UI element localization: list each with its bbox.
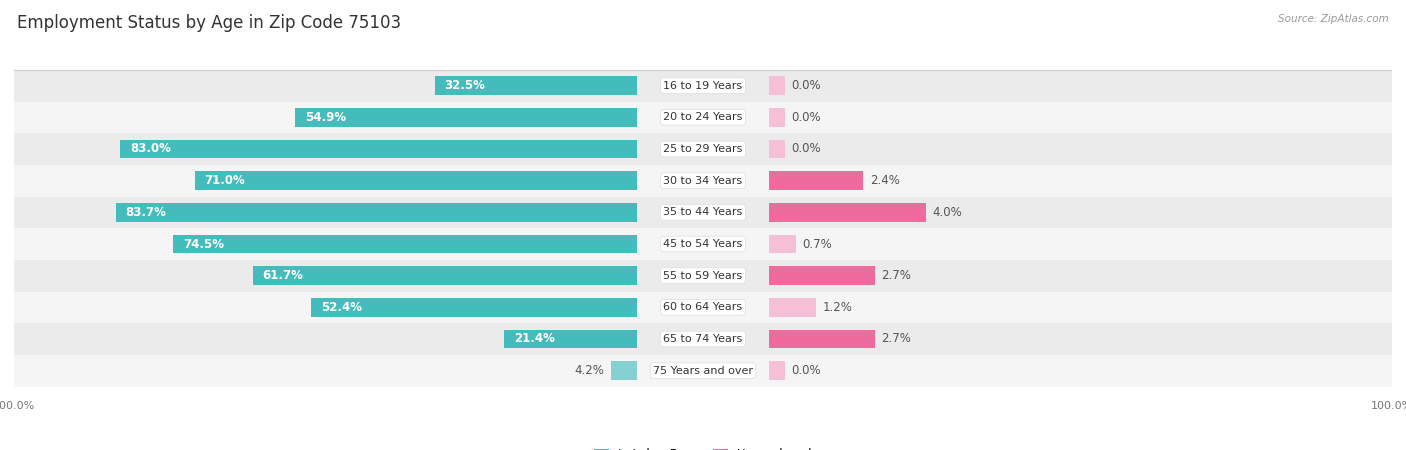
Text: 20 to 24 Years: 20 to 24 Years bbox=[664, 112, 742, 122]
Bar bbox=[769, 171, 863, 190]
Bar bbox=[173, 235, 637, 253]
Text: 0.7%: 0.7% bbox=[803, 238, 832, 251]
Bar bbox=[769, 361, 785, 380]
Text: 0.0%: 0.0% bbox=[792, 364, 821, 377]
Text: 21.4%: 21.4% bbox=[513, 333, 555, 346]
Text: 61.7%: 61.7% bbox=[263, 269, 304, 282]
Text: 0.0%: 0.0% bbox=[792, 111, 821, 124]
FancyBboxPatch shape bbox=[14, 292, 1392, 323]
Bar bbox=[253, 266, 637, 285]
FancyBboxPatch shape bbox=[14, 260, 1392, 292]
FancyBboxPatch shape bbox=[14, 197, 1392, 228]
FancyBboxPatch shape bbox=[14, 133, 1392, 165]
Text: 83.0%: 83.0% bbox=[129, 143, 170, 156]
Legend: In Labor Force, Unemployed: In Labor Force, Unemployed bbox=[589, 443, 817, 450]
Bar bbox=[503, 330, 637, 348]
Text: 75 Years and over: 75 Years and over bbox=[652, 366, 754, 376]
FancyBboxPatch shape bbox=[14, 102, 1392, 133]
Text: 52.4%: 52.4% bbox=[321, 301, 361, 314]
Text: 4.2%: 4.2% bbox=[575, 364, 605, 377]
Text: 74.5%: 74.5% bbox=[183, 238, 224, 251]
Text: 2.7%: 2.7% bbox=[882, 269, 911, 282]
Text: 55 to 59 Years: 55 to 59 Years bbox=[664, 270, 742, 281]
Bar bbox=[769, 76, 785, 95]
Text: Employment Status by Age in Zip Code 75103: Employment Status by Age in Zip Code 751… bbox=[17, 14, 401, 32]
Bar bbox=[311, 298, 637, 316]
FancyBboxPatch shape bbox=[14, 70, 1392, 102]
Bar bbox=[115, 203, 637, 221]
FancyBboxPatch shape bbox=[14, 228, 1392, 260]
Text: 65 to 74 Years: 65 to 74 Years bbox=[664, 334, 742, 344]
Text: 0.0%: 0.0% bbox=[792, 143, 821, 156]
Text: 35 to 44 Years: 35 to 44 Years bbox=[664, 207, 742, 217]
FancyBboxPatch shape bbox=[14, 323, 1392, 355]
Bar bbox=[195, 171, 637, 190]
Text: Source: ZipAtlas.com: Source: ZipAtlas.com bbox=[1278, 14, 1389, 23]
Text: 45 to 54 Years: 45 to 54 Years bbox=[664, 239, 742, 249]
Text: 2.4%: 2.4% bbox=[870, 174, 900, 187]
Bar bbox=[612, 361, 637, 380]
Bar bbox=[769, 203, 927, 221]
Text: 30 to 34 Years: 30 to 34 Years bbox=[664, 176, 742, 186]
Text: 71.0%: 71.0% bbox=[205, 174, 246, 187]
FancyBboxPatch shape bbox=[14, 355, 1392, 387]
Text: 4.0%: 4.0% bbox=[932, 206, 962, 219]
Text: 60 to 64 Years: 60 to 64 Years bbox=[664, 302, 742, 312]
Text: 54.9%: 54.9% bbox=[305, 111, 346, 124]
Bar bbox=[769, 266, 875, 285]
Bar bbox=[769, 330, 875, 348]
Bar bbox=[769, 140, 785, 158]
Text: 1.2%: 1.2% bbox=[823, 301, 852, 314]
Text: 16 to 19 Years: 16 to 19 Years bbox=[664, 81, 742, 90]
Bar bbox=[769, 235, 796, 253]
Text: 83.7%: 83.7% bbox=[125, 206, 166, 219]
Bar bbox=[434, 76, 637, 95]
Text: 2.7%: 2.7% bbox=[882, 333, 911, 346]
FancyBboxPatch shape bbox=[14, 165, 1392, 197]
Text: 25 to 29 Years: 25 to 29 Years bbox=[664, 144, 742, 154]
Bar bbox=[769, 108, 785, 126]
Bar bbox=[769, 298, 815, 316]
Text: 0.0%: 0.0% bbox=[792, 79, 821, 92]
Bar bbox=[295, 108, 637, 126]
Text: 32.5%: 32.5% bbox=[444, 79, 485, 92]
Bar bbox=[120, 140, 637, 158]
